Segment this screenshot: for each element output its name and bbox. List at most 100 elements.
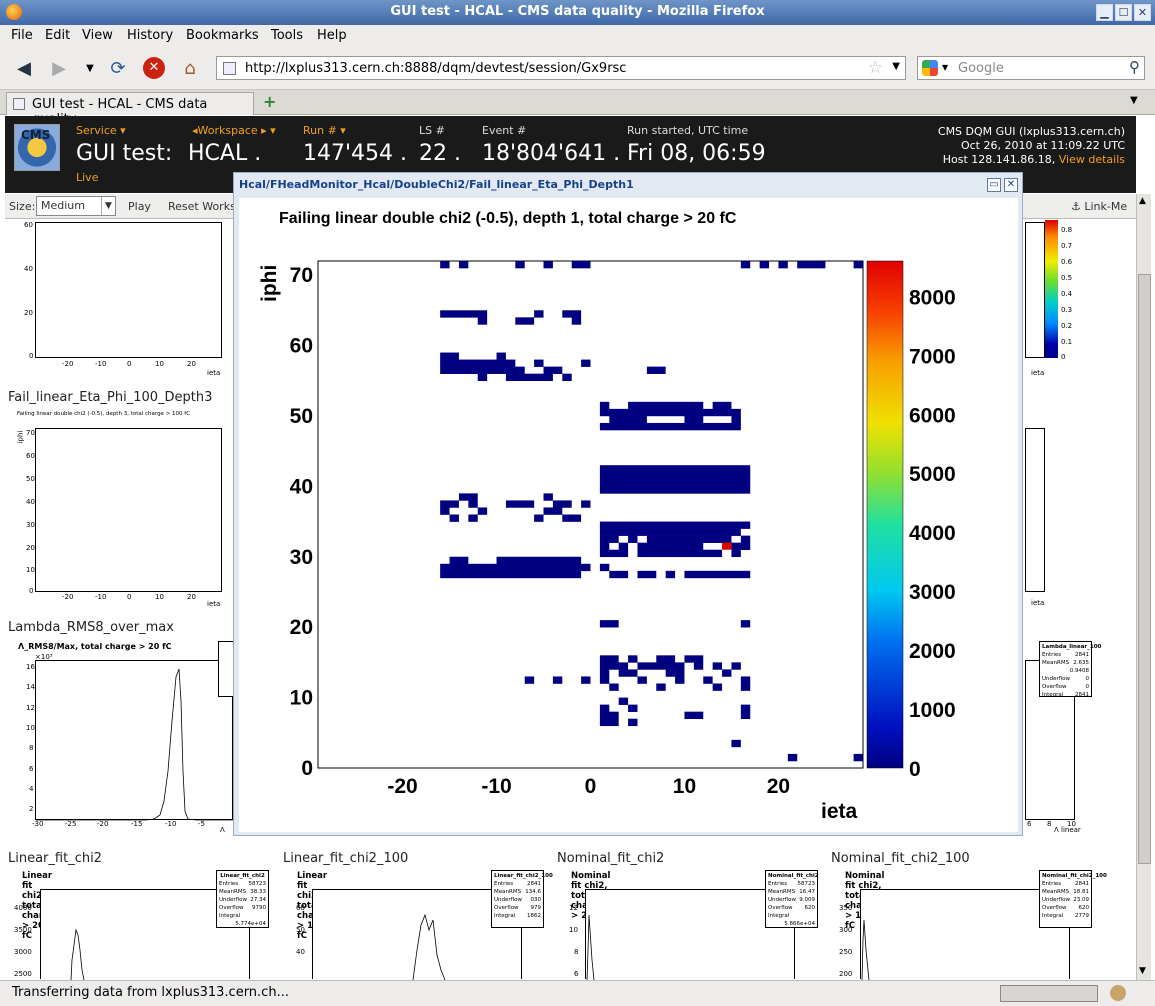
heatmap-chart: Failing linear double chi2 (-0.5), depth… xyxy=(258,210,956,823)
progress-bar xyxy=(1000,985,1098,1002)
url-bar[interactable]: http://lxplus313.cern.ch:8888/dqm/devtes… xyxy=(216,56,906,80)
plot-name[interactable]: Linear_fit_chi2_100 xyxy=(283,851,409,866)
tab-gui-test[interactable]: GUI test - HCAL - CMS data quality xyxy=(6,92,254,127)
plot-name-depth3[interactable]: Fail_linear_Eta_Phi_100_Depth3 xyxy=(8,390,213,405)
search-icon[interactable]: ⚲ xyxy=(1129,58,1140,76)
google-icon[interactable] xyxy=(922,60,938,76)
reload-icon[interactable]: ⟳ xyxy=(110,58,126,79)
workspace-label[interactable]: ◂Workspace ▸ ▾ xyxy=(192,124,276,137)
menu-bar: File Edit View History Bookmarks Tools H… xyxy=(0,25,1155,47)
search-engine-dropdown-icon[interactable]: ▼ xyxy=(942,63,949,72)
back-icon[interactable]: ◀ xyxy=(17,58,31,79)
heatmap-cell xyxy=(712,662,723,670)
heatmap-cell xyxy=(581,500,591,508)
plot-name[interactable]: Nominal_fit_chi2 xyxy=(557,851,665,866)
new-tab-icon[interactable]: + xyxy=(263,92,277,111)
run-start-value: Fri 08, 06:59 xyxy=(627,141,766,166)
heatmap-cell xyxy=(543,493,553,501)
lambda-histogram xyxy=(36,668,234,821)
heatmap-cell xyxy=(656,655,676,663)
heatmap-cell xyxy=(731,662,741,670)
menu-tools[interactable]: Tools xyxy=(271,28,304,43)
heatmap-cell xyxy=(534,359,544,367)
popup-title: Hcal/FHeadMonitor_Hcal/DoubleChi2/Fail_l… xyxy=(239,178,634,191)
history-dropdown-icon[interactable]: ▼ xyxy=(86,63,94,74)
close-window-icon[interactable]: ✕ xyxy=(1134,4,1151,21)
heatmap-cell xyxy=(637,662,685,670)
right-colorbar xyxy=(1045,220,1058,358)
tick-label: -20 xyxy=(387,775,417,798)
popup-close-icon[interactable]: ✕ xyxy=(1004,178,1018,192)
tab-list-icon[interactable]: ▼ xyxy=(1130,95,1138,106)
maximize-icon[interactable]: ☐ xyxy=(1115,4,1132,21)
heatmap-cell xyxy=(496,352,506,360)
menu-help[interactable]: Help xyxy=(317,28,347,43)
histogram-popup[interactable]: Hcal/FHeadMonitor_Hcal/DoubleChi2/Fail_l… xyxy=(233,172,1023,836)
reset-workspace-button[interactable]: Reset Works xyxy=(168,200,236,213)
menu-file[interactable]: File xyxy=(11,28,33,43)
plot-name[interactable]: Nominal_fit_chi2_100 xyxy=(831,851,970,866)
scrollbar-thumb[interactable] xyxy=(1138,274,1151,864)
plot-depth3-axes[interactable] xyxy=(35,428,222,592)
heatmap-cell xyxy=(637,676,647,684)
event-value: 18'804'641 . xyxy=(482,141,621,166)
url-dropdown-icon[interactable]: ▼ xyxy=(892,61,900,72)
bookmark-star-icon[interactable]: ☆ xyxy=(867,58,883,78)
heatmap-cell xyxy=(552,676,563,684)
heatmap-cell xyxy=(665,669,676,677)
heatmap-cell xyxy=(684,415,704,424)
plot-lambda-axes[interactable] xyxy=(35,660,234,821)
heatmap-cell xyxy=(515,261,525,269)
tick-label: 0 xyxy=(909,758,921,781)
plot-right-depth2-axes[interactable] xyxy=(1025,222,1045,358)
minimize-icon[interactable]: ▁ xyxy=(1096,4,1113,21)
menu-bookmarks[interactable]: Bookmarks xyxy=(186,28,259,43)
heatmap-cell xyxy=(562,514,582,522)
search-placeholder: Google xyxy=(958,61,1004,76)
stop-icon[interactable]: ✕ xyxy=(143,57,165,79)
tick-label: 10 xyxy=(569,926,578,934)
run-start-label: Run started, UTC time xyxy=(627,124,749,137)
run-label[interactable]: Run # ▾ xyxy=(303,124,346,137)
plot-name[interactable]: Linear_fit_chi2 xyxy=(8,851,102,866)
menu-edit[interactable]: Edit xyxy=(45,28,71,43)
heatmap-cell xyxy=(440,366,525,374)
search-bar[interactable]: ▼ Google ⚲ xyxy=(917,56,1145,80)
anchor-icon: ⚓ xyxy=(1071,200,1081,213)
heatmap-cell xyxy=(599,549,629,558)
forward-icon[interactable]: ▶ xyxy=(52,58,66,79)
tick-label: 20 xyxy=(767,775,790,798)
heatmap-cell xyxy=(740,261,751,269)
plot-depth2-axes[interactable] xyxy=(35,222,222,358)
tab-page-icon xyxy=(13,98,25,110)
size-select[interactable]: Medium ▼ xyxy=(36,196,116,216)
heatmap-cell xyxy=(609,683,619,691)
plot-name-lambda[interactable]: Lambda_RMS8_over_max xyxy=(8,620,174,635)
scroll-down-icon[interactable]: ▼ xyxy=(1139,966,1146,976)
tick-label: 3000 xyxy=(909,581,956,604)
heatmap-cell xyxy=(599,655,619,663)
play-button[interactable]: Play xyxy=(128,200,151,213)
addon-icon[interactable] xyxy=(1110,985,1126,1001)
heatmap-cell xyxy=(599,486,751,494)
heatmap-cell xyxy=(562,310,582,318)
heatmap-cell xyxy=(599,465,751,473)
firefox-icon xyxy=(6,4,22,20)
stats-box: Nominal_fit_chi2_100 Entries 2841 Mean 18.81… xyxy=(1039,870,1107,928)
heatmap-cell xyxy=(740,704,751,712)
heatmap-hot-cell xyxy=(722,542,732,550)
link-me-button[interactable]: ⚓ Link-Me xyxy=(1071,200,1128,213)
heatmap-cell xyxy=(684,711,704,720)
home-icon[interactable]: ⌂ xyxy=(184,58,196,79)
service-label[interactable]: Service ▾ xyxy=(76,124,126,137)
view-details-link[interactable]: View details xyxy=(1058,153,1125,166)
menu-history[interactable]: History xyxy=(127,28,174,43)
menu-view[interactable]: View xyxy=(82,28,113,43)
color-scale-labels: 0 1000 2000 3000 4000 5000 6000 7000 8000 xyxy=(909,286,956,781)
popup-maximize-icon[interactable]: ▭ xyxy=(987,178,1001,192)
scroll-up-icon[interactable]: ▲ xyxy=(1139,196,1146,206)
heatmap-cell xyxy=(797,261,826,269)
page-scrollbar[interactable]: ▲ ▼ xyxy=(1136,194,1151,980)
plot-right-depth3-axes[interactable] xyxy=(1025,428,1045,592)
plot-title: Linear fit chi2, total charge > 20 fC xyxy=(22,871,55,941)
